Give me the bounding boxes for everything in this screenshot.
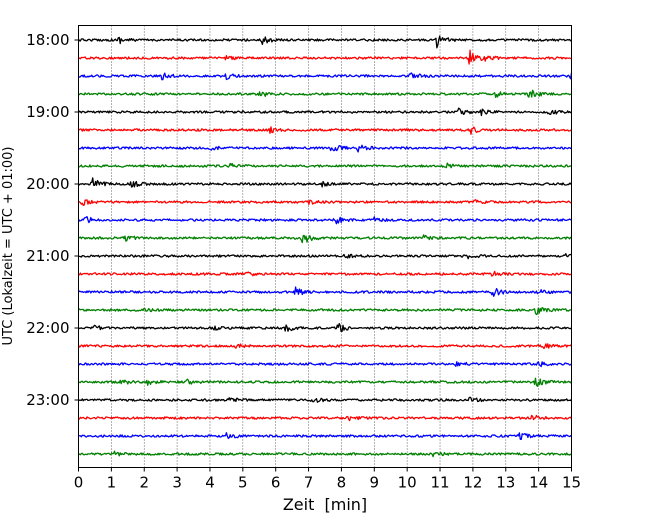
- x-tick-label: 4: [205, 474, 215, 492]
- trace-1945: [78, 162, 572, 169]
- trace-2245: [78, 377, 573, 387]
- y-tick-label: 19:00: [26, 103, 69, 121]
- x-tick-label: 12: [463, 474, 482, 492]
- x-tick-label: 14: [529, 474, 548, 492]
- trace-2015: [78, 199, 572, 207]
- x-tick-label: 13: [496, 474, 515, 492]
- trace-2300: [78, 396, 573, 403]
- trace-1815: [78, 49, 572, 65]
- y-axis-ticks: 18:00 19:00 20:00 21:00 22:00 23:00: [26, 31, 79, 409]
- x-tick-label: 8: [337, 474, 347, 492]
- trace-2030: [77, 216, 572, 225]
- x-tick-label: 9: [370, 474, 380, 492]
- trace-2130: [78, 286, 573, 297]
- trace-2045: [78, 234, 572, 244]
- y-tick-label: 22:00: [26, 319, 69, 337]
- y-axis-label: UTC (Lokalzeit = UTC + 01:00): [1, 147, 16, 346]
- y-tick-label: 20:00: [26, 175, 69, 193]
- x-axis-ticks: 0 1 2 3 4 5 6 7 8 9 10 11 12 13 14 15: [74, 467, 581, 492]
- trace-2000: [78, 177, 573, 188]
- trace-2145: [78, 307, 572, 316]
- trace-1845: [78, 89, 572, 99]
- trace-2215: [77, 343, 573, 350]
- trace-2230: [77, 361, 572, 368]
- x-tick-label: 11: [430, 474, 449, 492]
- trace-2200: [78, 323, 572, 333]
- trace-1915: [78, 126, 572, 135]
- trace-1830: [78, 72, 573, 81]
- trace-2315: [78, 414, 573, 422]
- x-axis-label: Zeit [min]: [283, 495, 367, 514]
- x-tick-label: 2: [139, 474, 149, 492]
- plot-frame: [78, 25, 572, 468]
- y-tick-label: 18:00: [26, 31, 69, 49]
- trace-2330: [78, 432, 572, 440]
- x-tick-label: 0: [74, 474, 84, 492]
- trace-1900: [77, 107, 572, 117]
- x-tick-label: 6: [271, 474, 281, 492]
- trace-1930: [78, 144, 572, 153]
- seismogram-traces: [77, 35, 573, 458]
- x-tick-label: 1: [107, 474, 117, 492]
- trace-1800: [77, 35, 572, 49]
- x-tick-label: 5: [238, 474, 248, 492]
- x-tick-label: 10: [398, 474, 417, 492]
- y-tick-label: 21:00: [26, 247, 69, 265]
- x-tick-label: 3: [172, 474, 182, 492]
- y-tick-label: 23:00: [26, 391, 69, 409]
- trace-2100: [78, 253, 572, 260]
- x-tick-label: 7: [304, 474, 314, 492]
- x-tick-label: 15: [562, 474, 581, 492]
- trace-2115: [78, 270, 572, 277]
- trace-2345: [78, 450, 572, 458]
